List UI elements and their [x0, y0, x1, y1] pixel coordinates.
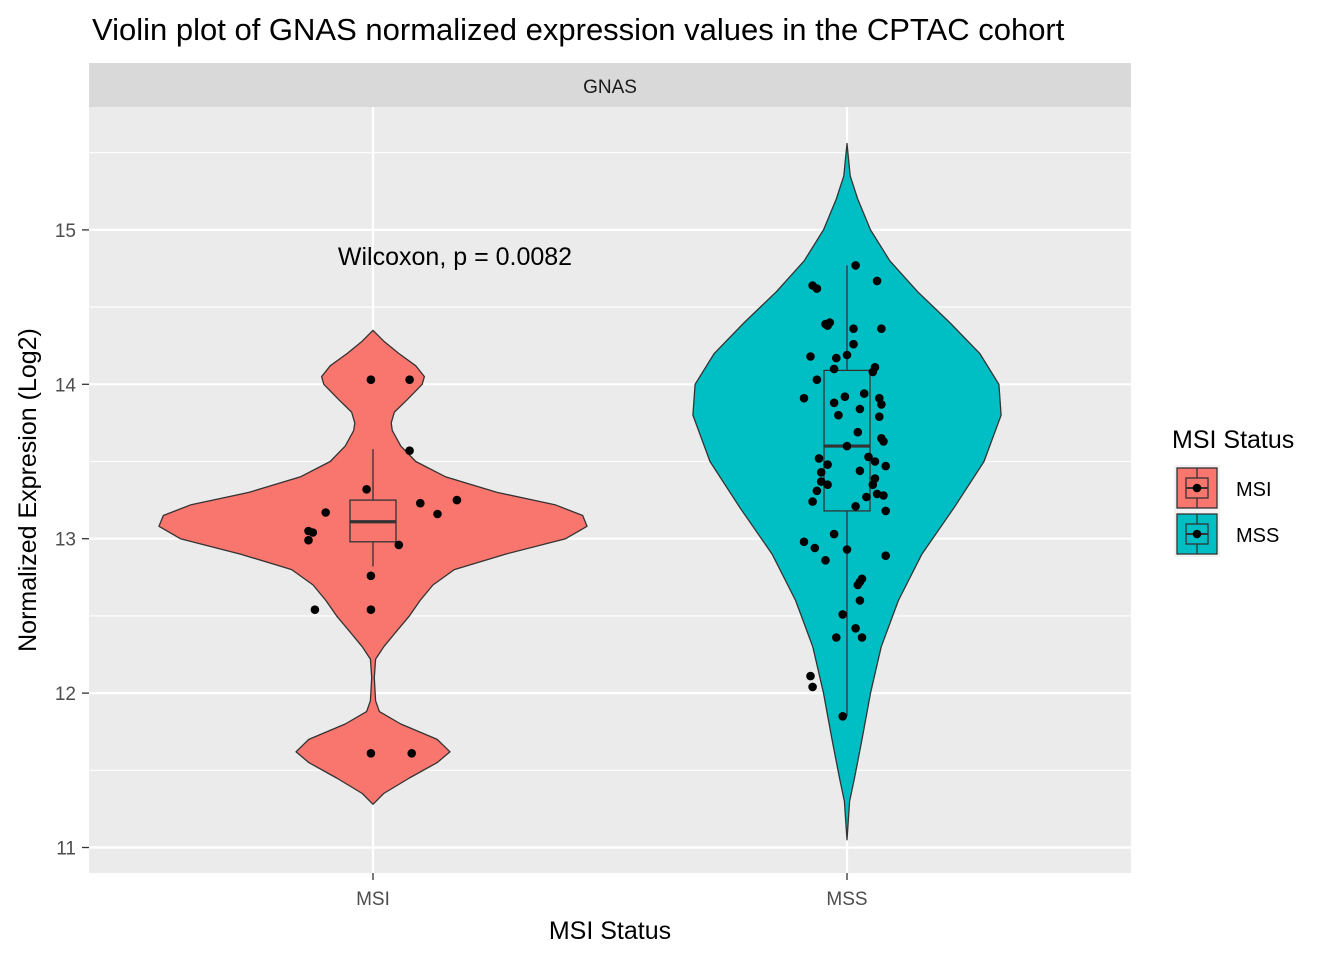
data-point-mss: [868, 480, 878, 490]
data-point-msi: [362, 485, 371, 494]
data-point-mss: [849, 339, 858, 349]
data-point-msi: [394, 540, 404, 550]
data-point-msi: [452, 495, 462, 505]
data-point-mss: [851, 502, 860, 511]
data-point-mss: [881, 506, 890, 516]
data-point-msi: [405, 375, 414, 385]
data-point-msi: [366, 571, 376, 581]
x-axis-ticks: MSI MSS: [356, 873, 868, 910]
data-point-mss: [808, 497, 817, 506]
data-point-mss: [855, 596, 865, 605]
data-point-mss: [877, 400, 886, 409]
data-point-mss: [868, 367, 878, 377]
data-point-mss: [823, 321, 832, 330]
data-point-msi: [366, 749, 376, 758]
data-point-mss: [875, 412, 884, 422]
facet-strip: [89, 63, 1131, 107]
data-point-mss: [799, 393, 809, 403]
y-tick-label: 11: [56, 839, 76, 860]
plot-panel: [89, 107, 1131, 873]
data-point-mss: [857, 633, 867, 642]
data-point-mss: [838, 610, 847, 619]
data-point-mss: [864, 452, 873, 462]
data-point-mss: [799, 537, 809, 547]
data-point-mss: [862, 492, 871, 502]
facet-strip-label: GNAS: [583, 77, 637, 98]
data-point-mss: [872, 276, 882, 286]
y-tick-label: 14: [55, 375, 77, 396]
data-point-msi: [433, 509, 442, 519]
data-point-mss: [870, 457, 880, 466]
y-tick-label: 15: [55, 221, 76, 242]
y-axis-ticks: 11 12 13 14 15: [55, 221, 89, 860]
x-tick-label: MSS: [826, 889, 867, 910]
data-point-mss: [851, 624, 860, 633]
data-point-msi: [321, 508, 331, 517]
data-point-msi: [308, 528, 318, 537]
y-axis-title: Normalized Expresion (Log2): [14, 328, 42, 652]
data-point-msi: [366, 605, 376, 614]
data-point-mss: [855, 404, 865, 414]
data-point-mss: [816, 477, 826, 486]
violin-msi: [158, 329, 588, 805]
data-point-mss: [840, 392, 850, 402]
legend-title: MSI Status: [1172, 426, 1294, 454]
data-point-mss: [829, 529, 839, 539]
boxplot-msi: [349, 449, 397, 567]
data-point-mss: [879, 437, 888, 446]
data-point-mss: [810, 543, 820, 553]
x-axis-title: MSI Status: [549, 917, 671, 945]
data-point-mss: [842, 545, 852, 554]
data-point-mss: [855, 466, 865, 476]
data-point-msi: [310, 605, 320, 614]
data-point-mss: [879, 491, 888, 500]
wilcoxon-annotation: Wilcoxon, p = 0.0082: [338, 243, 572, 271]
legend-key-point: [1192, 529, 1202, 539]
data-point-mss: [859, 389, 869, 398]
data-point-mss: [842, 350, 852, 360]
data-point-mss: [829, 364, 839, 374]
data-point-mss: [842, 441, 852, 451]
data-point-mss: [829, 398, 839, 408]
data-point-msi: [304, 535, 313, 545]
data-point-mss: [881, 551, 890, 560]
data-point-mss: [806, 671, 815, 681]
data-point-mss: [838, 712, 847, 721]
y-tick-label: 12: [55, 684, 76, 705]
data-point-mss: [832, 353, 841, 363]
legend-key-point: [1192, 483, 1202, 493]
data-point-mss: [851, 261, 860, 270]
x-tick-label: MSI: [356, 889, 390, 910]
data-point-msi: [366, 375, 376, 385]
data-point-msi: [405, 446, 414, 456]
y-tick-label: 13: [55, 530, 76, 551]
data-points: [304, 261, 890, 758]
data-point-msi: [416, 498, 425, 508]
data-point-mss: [823, 480, 832, 490]
data-point-mss: [812, 486, 822, 496]
legend-label-mss: MSS: [1236, 525, 1279, 547]
data-point-mss: [806, 352, 815, 361]
data-point-mss: [814, 454, 824, 463]
data-point-mss: [812, 284, 822, 293]
data-point-mss: [877, 324, 886, 334]
legend-key-mss: [1174, 511, 1220, 557]
data-point-mss: [808, 682, 817, 692]
data-point-mss: [853, 427, 863, 437]
data-point-mss: [849, 324, 858, 334]
data-point-mss: [832, 633, 841, 642]
data-point-mss: [834, 410, 843, 420]
data-point-mss: [881, 461, 890, 471]
legend-key-msi: [1174, 465, 1220, 511]
legend: MSI Status MSI MSS: [1172, 426, 1294, 557]
data-point-mss: [816, 468, 826, 477]
data-point-mss: [823, 460, 832, 469]
legend-label-msi: MSI: [1236, 479, 1272, 501]
data-point-mss: [812, 375, 822, 385]
data-point-mss: [821, 556, 830, 565]
chart-title: Violin plot of GNAS normalized expressio…: [92, 12, 1065, 47]
data-point-msi: [407, 749, 417, 758]
data-point-mss: [853, 580, 863, 590]
